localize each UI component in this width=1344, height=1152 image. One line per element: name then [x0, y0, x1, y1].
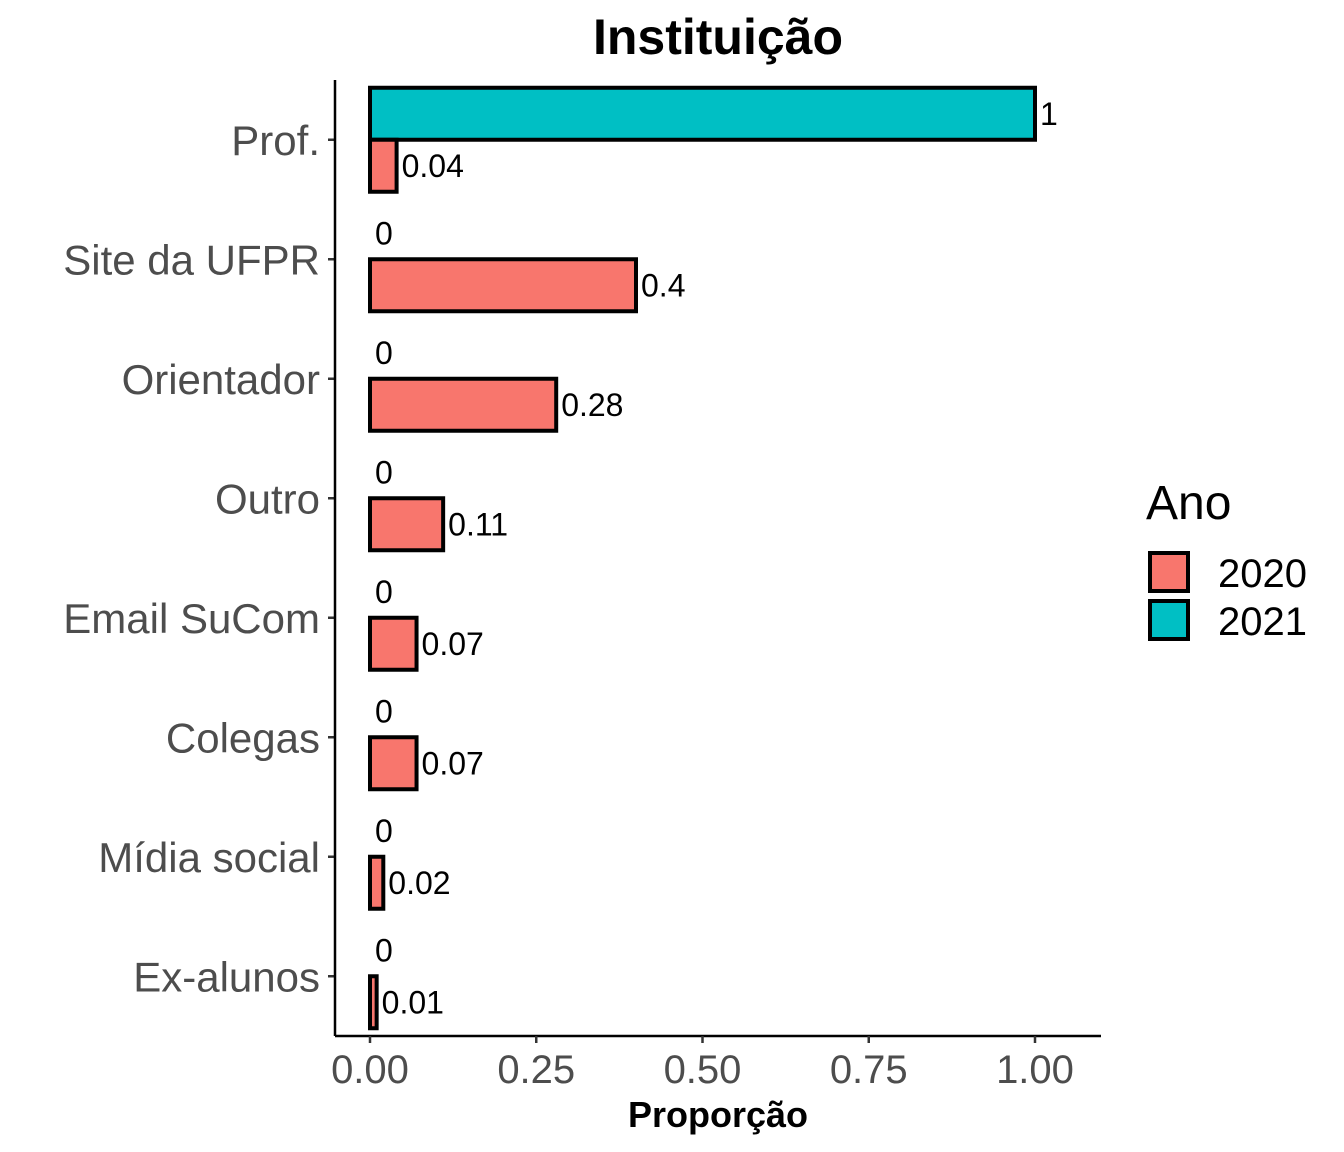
y-tick-label-6: Mídia social [98, 834, 320, 881]
legend-swatch-2020 [1148, 551, 1190, 593]
data-label-2020-0: 0.04 [402, 148, 464, 184]
legend-swatch-2021 [1148, 599, 1190, 641]
y-tick-label-2: Orientador [122, 356, 320, 403]
x-tick-label-2: 0.50 [664, 1048, 742, 1092]
data-label-2021-7: 0 [375, 932, 393, 968]
y-tick-label-5: Colegas [166, 714, 320, 761]
legend-label-2021: 2021 [1218, 600, 1307, 644]
data-label-2021-6: 0 [375, 813, 393, 849]
data-label-2021-1: 0 [375, 215, 393, 251]
data-label-2021-5: 0 [375, 693, 393, 729]
legend-label-2020: 2020 [1218, 552, 1307, 596]
bar-2020-6 [368, 854, 386, 911]
bar-2020-1 [368, 257, 638, 314]
x-axis-title: Proporção [628, 1094, 808, 1135]
data-label-2020-2: 0.28 [561, 387, 623, 423]
data-label-2020-3: 0.11 [448, 506, 508, 542]
bar-2020-5 [368, 735, 419, 792]
chart-title: Instituição [593, 9, 843, 65]
data-label-2021-2: 0 [375, 335, 393, 371]
data-label-2020-6: 0.02 [388, 865, 450, 901]
data-label-2020-5: 0.07 [422, 745, 484, 781]
axes-layer: Prof. Site da UFPR Orientador Outro Email Su… [63, 80, 1101, 1092]
data-label-2020-4: 0.07 [422, 626, 484, 662]
data-label-2021-0: 1 [1040, 96, 1058, 132]
data-label-2020-7: 0.01 [382, 984, 444, 1020]
x-tick-label-3: 0.75 [830, 1048, 908, 1092]
x-tick-label-0: 0.00 [331, 1048, 409, 1092]
data-label-2021-4: 0 [375, 574, 393, 610]
x-tick-label-4: 1.00 [996, 1048, 1074, 1092]
y-tick-label-1: Site da UFPR [63, 236, 320, 283]
data-label-2021-3: 0 [375, 454, 393, 490]
legend-title: Ano [1146, 477, 1231, 530]
bar-2020-7 [368, 974, 379, 1031]
bar-2020-0 [368, 137, 399, 194]
y-tick-label-0: Prof. [231, 117, 320, 164]
bar-2021-0 [368, 85, 1037, 142]
bar-2020-4 [368, 615, 419, 672]
bar-2020-2 [368, 376, 559, 433]
y-tick-label-4: Email SuCom [63, 595, 320, 642]
y-tick-label-3: Outro [215, 475, 320, 522]
bar-2020-3 [368, 496, 446, 553]
x-tick-label-1: 0.25 [497, 1048, 575, 1092]
data-label-2020-1: 0.4 [641, 267, 685, 303]
y-tick-label-7: Ex-alunos [133, 953, 320, 1000]
